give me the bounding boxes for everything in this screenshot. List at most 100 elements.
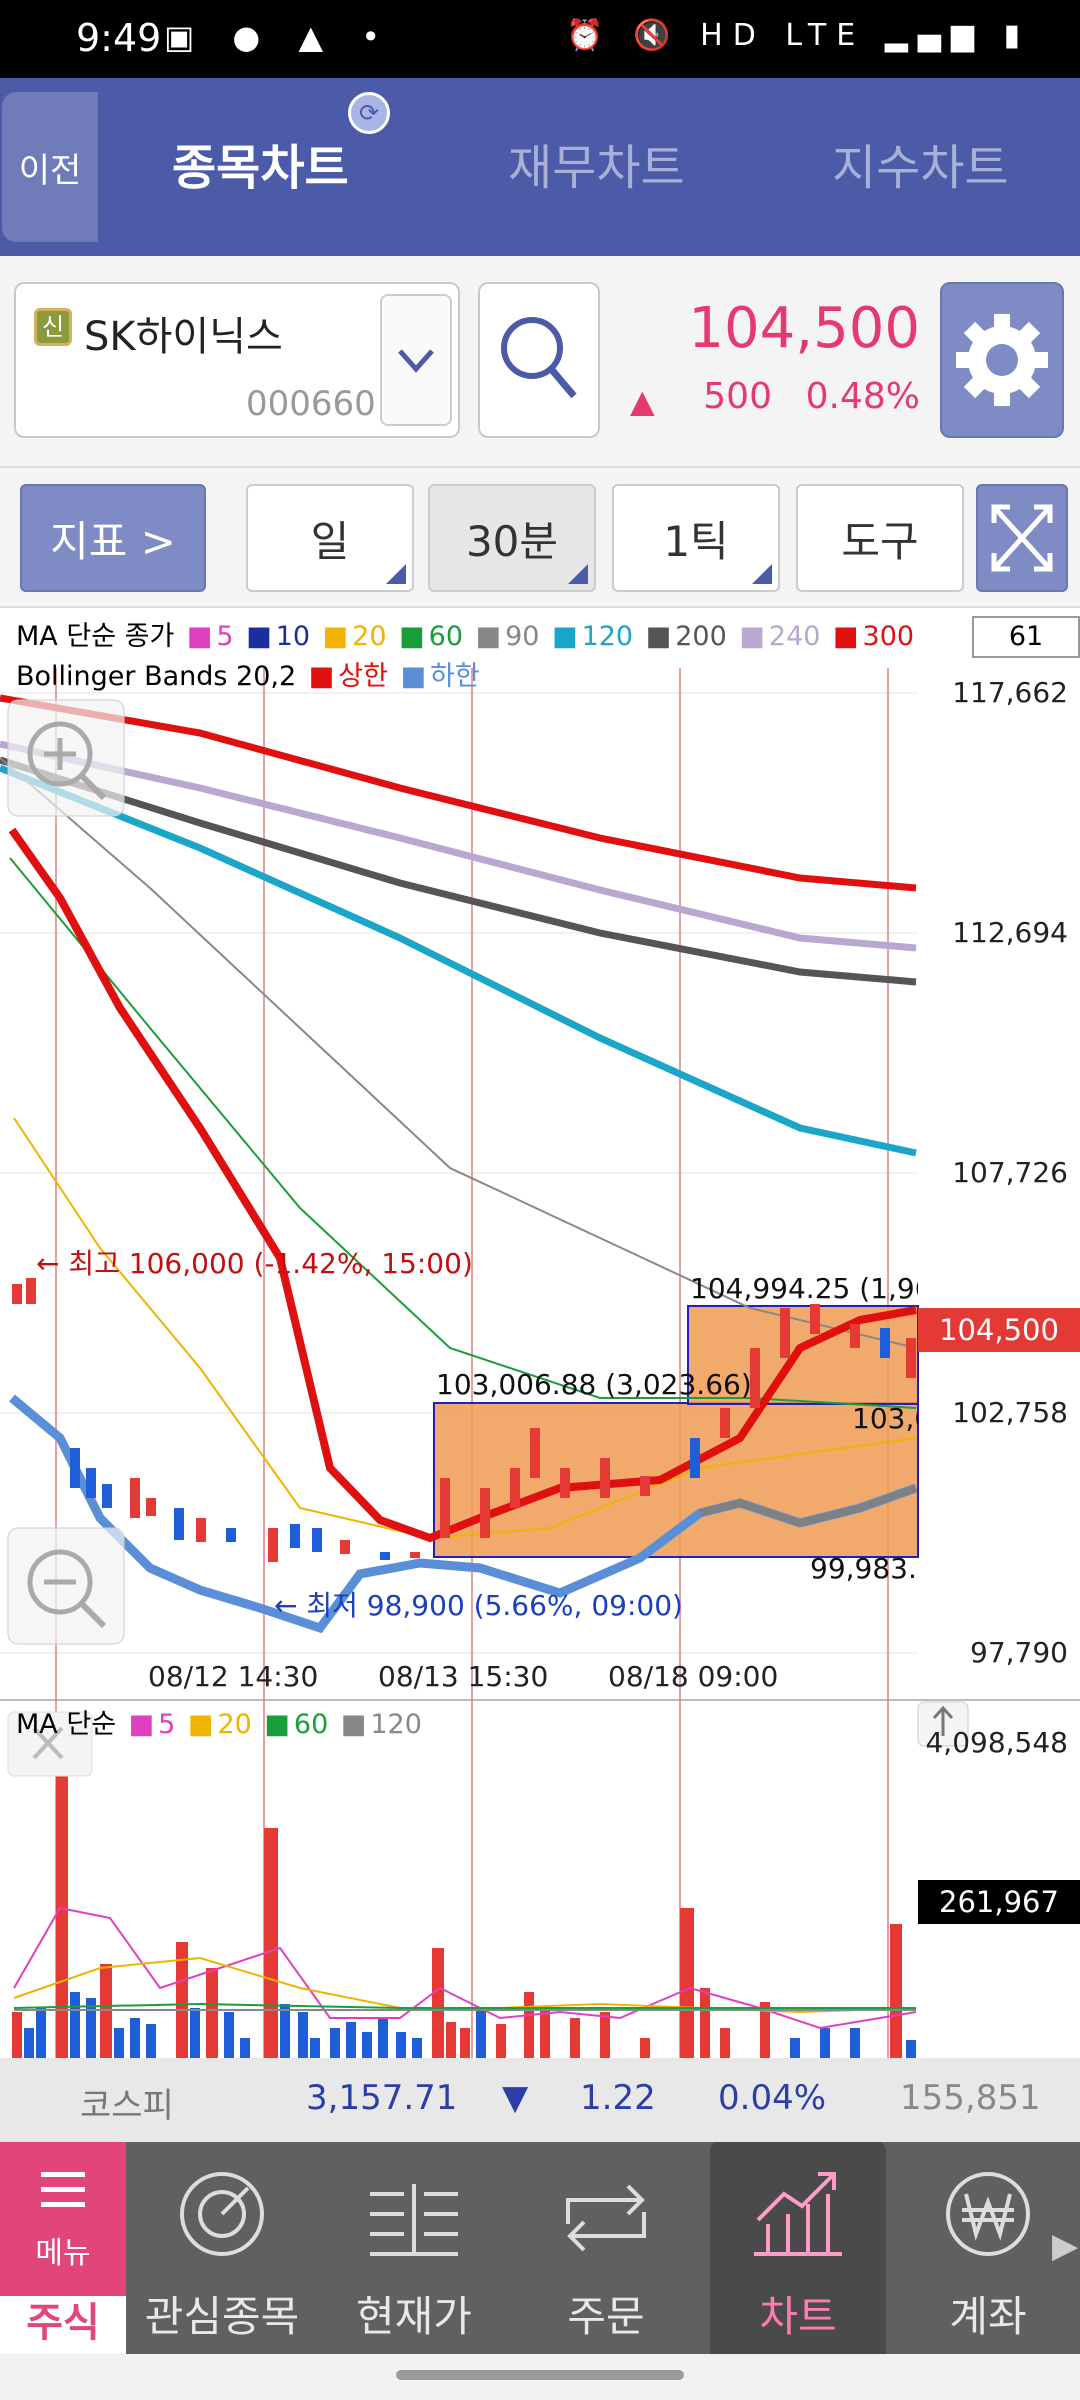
y-axis-label: 112,694 [952, 916, 1068, 949]
vol-ma-120: 120 [370, 1709, 422, 1740]
stock-section-label[interactable]: 주식 [0, 2296, 126, 2354]
gear-icon [956, 314, 1048, 406]
back-button[interactable]: 이전 [2, 92, 98, 242]
y-axis-label: 102,758 [952, 1396, 1068, 1429]
hamburger-icon [41, 2172, 85, 2207]
current-volume-tag: 261,967 [918, 1880, 1080, 1924]
y-axis-label: 107,726 [952, 1156, 1068, 1189]
period-30min-label: 30분 [465, 516, 559, 566]
tools-button[interactable]: 도구 [796, 484, 964, 592]
ma-90: 90 [505, 621, 540, 652]
volume-ma-label: MA 단순 [16, 1709, 117, 1740]
bollinger-lower: 하한 [430, 661, 480, 692]
nav-current-price-label: 현재가 [356, 2292, 472, 2341]
stock-selector[interactable]: 신 SK하이닉스 000660 [14, 282, 460, 438]
current-price: 104,500 [688, 296, 920, 361]
volume-max-label: 4,098,548 [925, 1726, 1068, 1759]
menu-label: 메뉴 [35, 2236, 91, 2271]
expand-button[interactable] [976, 484, 1068, 592]
nav-account[interactable]: 계좌 [900, 2142, 1076, 2354]
period-tick-button[interactable]: 1틱 [612, 484, 780, 592]
stock-dropdown-button[interactable] [380, 294, 452, 426]
status-time: 9:49 [76, 16, 162, 60]
chart-toolbar: 지표 > 일 30분 1틱 도구 [0, 468, 1080, 608]
chart-area[interactable]: MA 단순 종가 ■ 5 ■ 10 ■ 20 ■ 60 ■ 90 ■ 120 ■ 200 ■ 2… [0, 608, 1080, 2058]
stock-name: SK하이닉스 [84, 314, 283, 360]
bottom-navigation: 메뉴 주식 관심종목 현재가 주문 [0, 2142, 1080, 2354]
system-status-icons: ⏰ 🔇 HD LTE ▂▄▆ ▮ [566, 18, 1030, 53]
nav-order-label: 주문 [567, 2292, 645, 2341]
candlestick-series [12, 1278, 916, 1562]
index-change: 1.22 [580, 2078, 656, 2118]
nav-chart[interactable]: 차트 [710, 2142, 886, 2354]
expand-icon [991, 504, 1053, 572]
price-change-rate: 0.48% [805, 376, 920, 417]
vol-ma-5: 5 [158, 1709, 176, 1740]
tab-index-chart[interactable]: 지수차트 [832, 140, 1009, 196]
ma-10: 10 [275, 621, 311, 652]
index-rate: 0.04% [718, 2078, 827, 2118]
watchlist-icon [180, 2172, 264, 2256]
x-axis-label: 08/12 14:30 [148, 1660, 319, 1693]
status-bar: 9:49 ▣ ● ▲ • ⏰ 🔇 HD LTE ▂▄▆ ▮ [0, 0, 1080, 78]
vol-ma-60: 60 [293, 1709, 329, 1740]
index-volume: 155,851 [900, 2078, 1041, 2118]
sync-icon[interactable]: ⟳ [348, 92, 390, 134]
chevron-down-icon [398, 349, 434, 373]
ma-120: 120 [581, 621, 634, 652]
current-price-icon [370, 2184, 458, 2256]
volume-bars [12, 1742, 916, 2058]
nav-watchlist[interactable]: 관심종목 [134, 2142, 310, 2354]
period-count-box[interactable]: 61 [972, 616, 1080, 658]
low-annotation: ← 최저 98,900 (5.66%, 09:00) [274, 1589, 683, 1622]
nav-chart-label: 차트 [759, 2292, 837, 2341]
top-navigation: 이전 종목차트 ⟳ 재무차트 지수차트 [0, 78, 1080, 256]
system-home-bar [0, 2354, 1080, 2400]
tab-financial-chart[interactable]: 재무차트 [508, 140, 685, 196]
ma-20: 20 [352, 621, 387, 652]
volume-ma-legend[interactable]: MA 단순 ■ 5 ■ 20 ■ 60 ■ 120 [16, 1709, 422, 1740]
nav-current-price[interactable]: 현재가 [326, 2142, 502, 2354]
current-price-tag: 104,500 [918, 1308, 1080, 1352]
ma-legend-label: MA 단순 종가 [16, 621, 175, 652]
nav-more-icon[interactable]: ▶ [1052, 2226, 1079, 2266]
ma-legend[interactable]: MA 단순 종가 ■ 5 ■ 10 ■ 20 ■ 60 ■ 90 ■ 120 ■ 200 ■ 2… [16, 621, 915, 652]
account-won-icon [946, 2172, 1030, 2256]
scroll-top-icon[interactable] [917, 1701, 969, 1747]
stock-header: 신 SK하이닉스 000660 104,500 ▲ 500 0.48% [0, 256, 1080, 468]
up-arrow-icon: ▲ [630, 382, 655, 420]
box2-bottom-annotation: 103,0 [852, 1402, 918, 1435]
close-icon[interactable] [7, 1711, 93, 1777]
search-icon [501, 317, 577, 399]
ma-300: 300 [862, 621, 915, 652]
chart-icon [754, 2172, 842, 2256]
y-axis-label: 97,790 [970, 1636, 1068, 1669]
zoom-out-icon[interactable] [7, 1527, 125, 1645]
new-badge: 신 [34, 308, 72, 346]
nav-order[interactable]: 주문 [518, 2142, 694, 2354]
tab-stock-chart[interactable]: 종목차트 [172, 140, 349, 196]
box1-top-annotation: 103,006.88 (3,023.66) [436, 1368, 752, 1401]
bollinger-legend[interactable]: Bollinger Bands 20,2 ■ 상한 ■ 하한 [16, 661, 480, 692]
settings-button[interactable] [940, 282, 1064, 438]
index-ticker-bar[interactable]: 코스피 3,157.71 ▼ 1.22 0.04% 155,851 [0, 2058, 1080, 2142]
box2-top-annotation: 104,994.25 (1,966 [690, 1272, 918, 1305]
bollinger-upper: 상한 [338, 661, 388, 692]
home-indicator[interactable] [396, 2370, 684, 2380]
ma-5: 5 [216, 621, 234, 652]
price-change: 500 [703, 376, 772, 417]
price-chart-svg[interactable] [0, 608, 1080, 2058]
x-axis-label: 08/18 09:00 [608, 1660, 779, 1693]
period-tick-label: 1틱 [663, 516, 729, 566]
order-icon [566, 2184, 646, 2252]
notification-icons: ▣ ● ▲ • [164, 18, 395, 56]
search-button[interactable] [478, 282, 600, 438]
menu-button[interactable]: 메뉴 [0, 2142, 126, 2296]
zoom-in-icon[interactable] [7, 699, 125, 817]
period-day-label: 일 [310, 516, 350, 566]
period-30min-button[interactable]: 30분 [428, 484, 596, 592]
vol-ma-20: 20 [217, 1709, 252, 1740]
indicator-button[interactable]: 지표 > [20, 484, 206, 592]
x-axis-label: 08/13 15:30 [378, 1660, 549, 1693]
period-day-button[interactable]: 일 [246, 484, 414, 592]
